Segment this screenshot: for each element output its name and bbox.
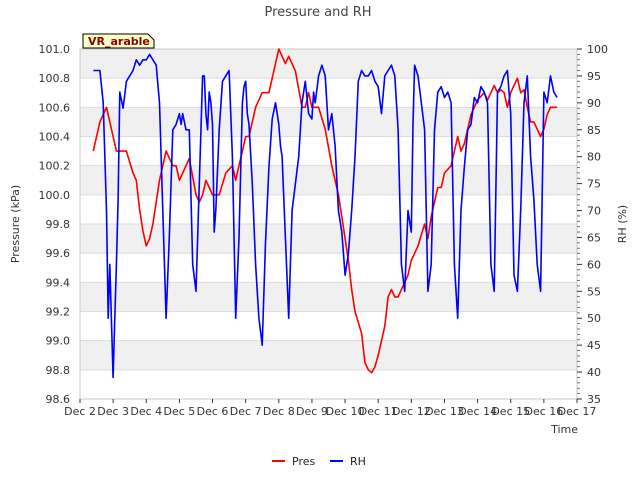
x-tick-label: Dec 6	[197, 405, 229, 418]
y-axis-left-label: Pressure (kPa)	[9, 185, 22, 263]
y2-tick-label: 45	[587, 339, 601, 352]
x-tick-label: Dec 4	[130, 405, 162, 418]
y-tick-label: 99.6	[46, 247, 71, 260]
y-tick-label: 98.8	[46, 364, 71, 377]
background-band	[80, 49, 577, 79]
background-band	[80, 165, 577, 195]
x-tick-label: Dec 13	[425, 405, 464, 418]
y2-tick-label: 85	[587, 124, 601, 137]
x-tick-label: Dec 5	[164, 405, 196, 418]
background-band	[80, 282, 577, 312]
background-band	[80, 311, 577, 341]
y2-tick-label: 60	[587, 258, 601, 271]
x-tick-label: Dec 11	[359, 405, 398, 418]
legend: Pres RH	[272, 455, 366, 468]
x-tick-label: Dec 8	[263, 405, 295, 418]
x-tick-label: Dec 3	[97, 405, 129, 418]
y2-tick-label: 40	[587, 366, 601, 379]
x-tick-label: Dec 10	[326, 405, 365, 418]
y2-tick-label: 75	[587, 178, 601, 191]
y-tick-label: 101.0	[39, 43, 71, 56]
y2-tick-label: 50	[587, 312, 601, 325]
y2-tick-label: 90	[587, 97, 601, 110]
y2-tick-label: 100	[587, 43, 608, 56]
site-badge-label: VR_arable	[88, 35, 150, 48]
x-axis-ticks: Dec 2 Dec 3 Dec 4 Dec 5 Dec 6 Dec 7 Dec 8 Dec 9…	[64, 399, 596, 418]
x-tick-label: Dec 17	[558, 405, 597, 418]
site-badge-box	[82, 33, 155, 49]
background-band	[80, 253, 577, 283]
x-tick-label: Dec 7	[230, 405, 262, 418]
y2-tick-label: 35	[587, 393, 601, 406]
y-tick-label: 98.6	[46, 393, 71, 406]
x-tick-label: Dec 16	[524, 405, 563, 418]
y2-tick-label: 95	[587, 70, 601, 83]
background-band	[80, 78, 577, 108]
chart-title: Pressure and RH	[264, 5, 371, 20]
y-tick-label: 100.6	[39, 101, 71, 114]
y2-tick-label: 70	[587, 205, 601, 218]
series-line-rh	[93, 53, 558, 379]
x-tick-label: Dec 15	[491, 405, 530, 418]
x-tick-label: Dec 2	[64, 405, 96, 418]
legend-label-rh: RH	[350, 455, 366, 468]
y-tick-label: 100.4	[39, 131, 71, 144]
series-line-pres	[92, 48, 558, 374]
plot-frame	[79, 48, 578, 400]
y-tick-label: 99.0	[46, 335, 71, 348]
x-tick-label: Dec 9	[296, 405, 328, 418]
x-axis-label: Time	[550, 423, 578, 436]
x-tick-label: Dec 14	[458, 405, 497, 418]
y-tick-label: 100.8	[39, 72, 71, 85]
background-band	[80, 224, 577, 254]
site-badge: VR_arable	[82, 33, 155, 49]
background-band	[80, 340, 577, 370]
y2-tick-label: 55	[587, 285, 601, 298]
y-axis-right-ticks: 35 40 45 50 55 60 65 70 75 80 85 90 95 100	[577, 43, 608, 406]
legend-label-pres: Pres	[292, 455, 315, 468]
y-tick-label: 99.2	[46, 306, 71, 319]
y-axis-right-label: RH (%)	[616, 205, 629, 243]
background-band	[80, 369, 577, 399]
y-tick-label: 99.8	[46, 218, 71, 231]
x-tick-label: Dec 12	[392, 405, 431, 418]
y-tick-label: 99.4	[46, 276, 71, 289]
y-axis-left-ticks: 98.6 98.8 99.0 99.2 99.4 99.6 99.8 100.0 100.2 10…	[39, 43, 71, 406]
y2-tick-label: 80	[587, 151, 601, 164]
series-layer	[92, 48, 558, 379]
y-tick-label: 100.2	[39, 160, 71, 173]
y2-tick-label: 65	[587, 231, 601, 244]
y-tick-label: 100.0	[39, 189, 71, 202]
